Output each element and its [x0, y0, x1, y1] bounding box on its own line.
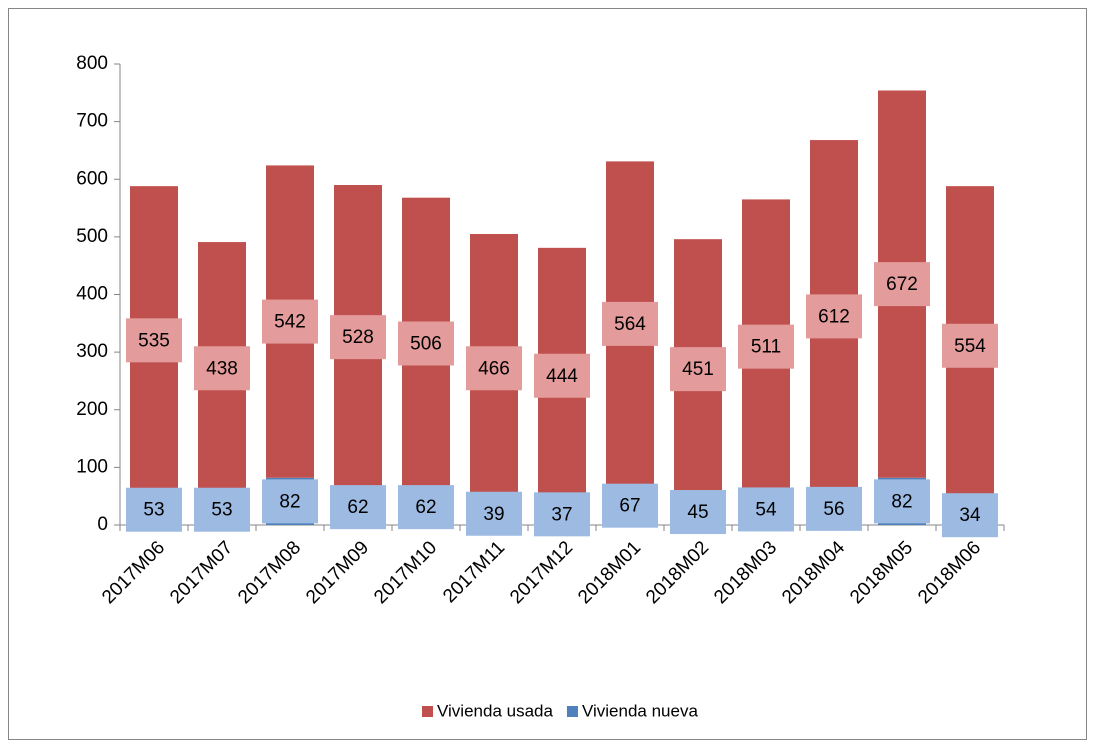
y-tick-label: 500 [76, 226, 108, 247]
data-label-box [194, 487, 250, 532]
data-label-box [602, 483, 658, 528]
data-label: 67 [619, 496, 640, 517]
y-tick-label: 300 [76, 341, 108, 362]
data-label: 45 [687, 502, 708, 523]
data-label-box [602, 301, 658, 346]
data-label-box [398, 321, 454, 366]
legend-swatch [422, 706, 433, 717]
data-label: 53 [143, 500, 164, 521]
data-label: 37 [551, 504, 572, 525]
data-label: 511 [751, 337, 781, 358]
data-label-box [738, 324, 794, 369]
data-label: 535 [138, 330, 170, 351]
data-label: 39 [483, 504, 504, 525]
y-tick-label: 700 [76, 111, 108, 132]
data-label-box [874, 262, 930, 307]
data-label-box [874, 479, 930, 524]
data-label: 34 [959, 505, 981, 526]
y-tick-label: 0 [97, 514, 108, 535]
data-label-box [194, 346, 250, 391]
y-tick-label: 400 [76, 284, 108, 305]
data-label-box [942, 323, 998, 368]
data-label-box [126, 487, 182, 532]
data-label: 466 [478, 358, 510, 379]
data-label: 542 [274, 312, 306, 333]
data-label: 62 [347, 497, 368, 518]
data-label-box [738, 487, 794, 532]
data-label: 612 [818, 306, 850, 327]
data-label: 451 [682, 359, 714, 380]
data-label: 62 [415, 497, 436, 518]
data-label: 82 [279, 491, 300, 512]
data-label: 506 [410, 333, 442, 354]
data-label-box [262, 299, 318, 344]
data-label-box [534, 492, 590, 537]
data-label-box [806, 486, 862, 531]
data-label: 438 [206, 358, 238, 379]
data-label: 554 [954, 336, 986, 357]
data-label-box [330, 485, 386, 530]
data-label: 53 [211, 500, 232, 521]
data-label-box [670, 347, 726, 392]
data-label-box [398, 485, 454, 530]
data-label: 672 [886, 274, 918, 295]
data-label: 82 [891, 491, 912, 512]
data-label-box [330, 315, 386, 360]
y-tick-label: 800 [76, 53, 108, 74]
data-label: 56 [823, 499, 844, 520]
data-label-box [534, 353, 590, 398]
legend-label: Vivienda nueva [582, 701, 698, 720]
data-label-box [806, 294, 862, 339]
data-label-box [466, 491, 522, 536]
data-label: 444 [546, 366, 578, 387]
legend-label: Vivienda usada [437, 701, 553, 720]
data-label: 528 [342, 327, 374, 348]
data-label: 54 [755, 499, 777, 520]
y-tick-label: 100 [76, 456, 108, 477]
data-label-box [466, 346, 522, 391]
y-tick-label: 600 [76, 168, 108, 189]
y-tick-label: 200 [76, 399, 108, 420]
data-label-box [126, 318, 182, 363]
data-label-box [670, 490, 726, 535]
data-label-box [942, 493, 998, 538]
legend-swatch [566, 706, 578, 717]
data-label: 564 [614, 314, 646, 335]
data-label-box [262, 479, 318, 524]
